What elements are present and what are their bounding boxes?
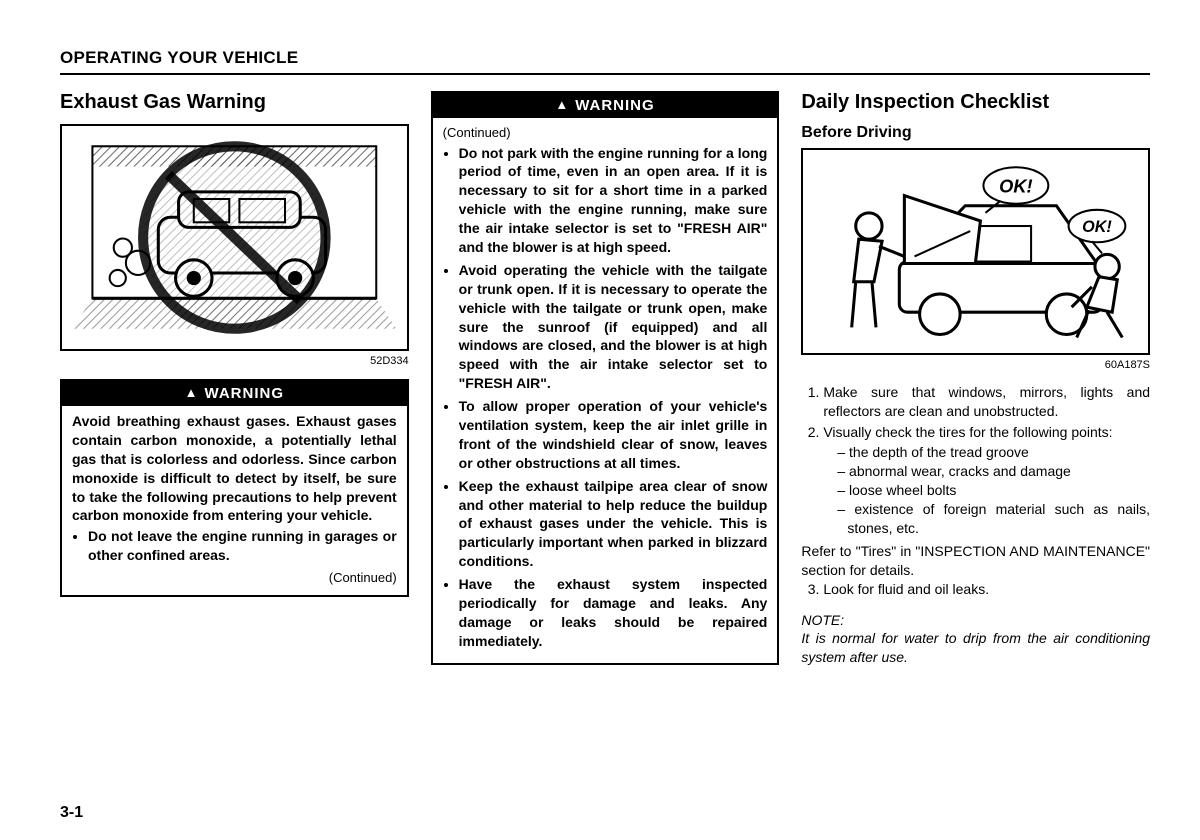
section-title-exhaust: Exhaust Gas Warning bbox=[60, 91, 409, 114]
page-number: 3-1 bbox=[60, 804, 83, 822]
warning2-bullet-1: Do not park with the engine running for … bbox=[459, 144, 768, 257]
content-columns: Exhaust Gas Warning bbox=[60, 91, 1150, 675]
svg-text:OK!: OK! bbox=[1000, 176, 1033, 197]
tire-sub-2: abnormal wear, cracks and damage bbox=[837, 462, 1150, 481]
warning2-bullet-2: Avoid operating the vehicle with the tai… bbox=[459, 261, 768, 393]
checklist-item-2: Visually check the tires for the followi… bbox=[823, 423, 1150, 538]
checklist-item-3: Look for fluid and oil leaks. bbox=[823, 580, 1150, 599]
warning-box-1: ▲ WARNING Avoid breathing exhaust gases. … bbox=[60, 379, 409, 597]
column-right: Daily Inspection Checklist Before Drivin… bbox=[801, 91, 1150, 675]
warning-header-2: ▲ WARNING bbox=[433, 93, 778, 118]
warning-triangle-icon: ▲ bbox=[185, 385, 199, 400]
section-title-checklist: Daily Inspection Checklist bbox=[801, 91, 1150, 114]
checklist-body: Make sure that windows, mirrors, lights … bbox=[801, 383, 1150, 667]
figure-code-2: 60A187S bbox=[801, 359, 1150, 371]
tire-sub-3: loose wheel bolts bbox=[837, 481, 1150, 500]
subsection-before-driving: Before Driving bbox=[801, 124, 1150, 142]
figure-code-1: 52D334 bbox=[60, 355, 409, 367]
warning2-bullet-3: To allow proper operation of your vehicl… bbox=[459, 397, 768, 473]
warning-triangle-icon: ▲ bbox=[555, 97, 569, 112]
checklist-item-1: Make sure that windows, mirrors, lights … bbox=[823, 383, 1150, 421]
continued-label-1: (Continued) bbox=[72, 569, 397, 587]
warning-box-2: ▲ WARNING (Continued) Do not park with th… bbox=[431, 91, 780, 665]
warning-label-2: WARNING bbox=[575, 97, 655, 114]
warning-label-1: WARNING bbox=[205, 385, 285, 402]
note-text: It is normal for water to drip from the … bbox=[801, 629, 1150, 667]
warning-body-1: Avoid breathing exhaust gases. Exhaust g… bbox=[62, 406, 407, 595]
figure-exhaust bbox=[60, 124, 409, 351]
refer-text: Refer to "Tires" in "INSPECTION AND MAIN… bbox=[801, 542, 1150, 580]
column-left: Exhaust Gas Warning bbox=[60, 91, 409, 675]
inspection-illustration: OK! OK! bbox=[803, 150, 1148, 353]
tire-sub-4: existence of foreign material such as na… bbox=[837, 500, 1150, 538]
continued-label-2: (Continued) bbox=[443, 124, 768, 142]
tire-sub-1: the depth of the tread groove bbox=[837, 443, 1150, 462]
exhaust-illustration bbox=[62, 126, 407, 349]
warning-intro-text: Avoid breathing exhaust gases. Exhaust g… bbox=[72, 412, 397, 525]
svg-text:OK!: OK! bbox=[1082, 218, 1112, 236]
checklist-item-2-text: Visually check the tires for the followi… bbox=[823, 424, 1112, 440]
figure-inspection: OK! OK! bbox=[801, 148, 1150, 355]
note-label: NOTE: bbox=[801, 611, 1150, 630]
warning1-bullet-1: Do not leave the engine running in garag… bbox=[88, 527, 397, 565]
warning2-bullet-5: Have the exhaust system inspected period… bbox=[459, 575, 768, 651]
tire-sublist: the depth of the tread groove abnormal w… bbox=[823, 443, 1150, 537]
column-middle: ▲ WARNING (Continued) Do not park with th… bbox=[431, 91, 780, 675]
page-header: OPERATING YOUR VEHICLE bbox=[60, 48, 1150, 75]
warning-header-1: ▲ WARNING bbox=[62, 381, 407, 406]
warning2-bullet-4: Keep the exhaust tailpipe area clear of … bbox=[459, 477, 768, 571]
warning-body-2: (Continued) Do not park with the engine … bbox=[433, 118, 778, 663]
